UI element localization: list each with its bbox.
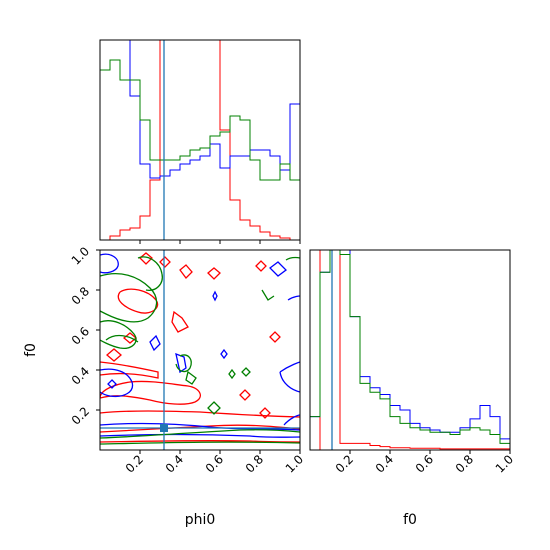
contour-y-tick-label-1: 0.4: [69, 364, 92, 387]
contour-blue-11: [269, 261, 287, 277]
f0-hist-series-0: [310, 249, 511, 451]
phi0-hist-series-1: [99, 39, 301, 240]
contour-green-1: [100, 429, 300, 439]
contour-series-red: [100, 252, 300, 443]
contour-red-3: [100, 439, 300, 443]
contour-blue-13: [149, 334, 161, 352]
contour-y-tick-label-4: 1.0: [69, 244, 92, 267]
contour-red-16: [255, 260, 267, 272]
contour-red-11: [269, 331, 281, 343]
contour-red-15: [159, 256, 171, 268]
contour-series-blue: [100, 253, 300, 438]
contour-blue-10: [220, 348, 228, 360]
contour-blue-3: [100, 433, 300, 438]
contour-red-10: [207, 267, 221, 280]
contour-blue-7: [287, 295, 300, 301]
contour-y-tick-label-2: 0.6: [69, 324, 92, 347]
contour-blue-4: [100, 253, 119, 274]
contour-red-13: [259, 407, 271, 419]
contour-x-tick-label-3: 0.8: [243, 452, 266, 475]
f0-hist-x-tick-label-4: 1.0: [493, 452, 516, 475]
contour-red-9: [179, 264, 193, 279]
contour-red-7: [106, 348, 122, 362]
contour-red-6: [117, 288, 159, 314]
contour-green-12: [185, 370, 197, 385]
contour-green-7: [285, 256, 300, 261]
contour-x-tick-label-1: 0.4: [163, 452, 186, 475]
f0-histogram-panel: 0.2 0.4 0.6 0.8 1.0: [309, 249, 516, 476]
contour-red-12: [239, 389, 251, 401]
f0-hist-x-tick-label-0: 0.2: [333, 452, 356, 475]
contour-green-10: [228, 368, 236, 380]
contour-x-tick-label-0: 0.2: [123, 452, 146, 475]
phi0-axis-label: phi0: [185, 512, 216, 528]
contour-red-14: [139, 252, 153, 265]
f0-hist-series-2: [309, 249, 511, 450]
f0-axis-label: f0: [403, 512, 417, 528]
phi0-f0-contour-panel: 0.2 0.4 0.6 0.8 1.0 0.2 0.4 0.6 0.8 1.0: [69, 244, 306, 475]
contour-green-11: [241, 367, 251, 377]
contour-green-4: [137, 256, 163, 291]
contour-frame: [99, 249, 301, 451]
contour-red-4: [100, 380, 201, 405]
contour-red-8: [171, 310, 189, 333]
contour-x-tick-label-4: 1.0: [283, 452, 306, 475]
f0-hist-x-tick-label-1: 0.4: [373, 452, 396, 475]
contour-green-2: [100, 441, 300, 445]
contour-blue-6: [283, 414, 300, 426]
phi0-histogram-panel: [99, 39, 301, 244]
contour-x-tick-label-2: 0.6: [203, 452, 226, 475]
contour-green-13: [207, 401, 221, 415]
contour-green-6: [105, 334, 139, 343]
contour-green-9: [175, 354, 192, 373]
phi0-hist-series-2: [99, 59, 301, 240]
contour-red-5: [100, 361, 159, 379]
truth-point-marker: [160, 424, 168, 432]
contour-green-5: [100, 320, 137, 349]
contour-blue-5: [279, 361, 300, 393]
phi0-hist-frame: [99, 39, 301, 241]
f0-hist-frame: [309, 249, 511, 451]
contour-green-8: [261, 289, 275, 301]
f0-y-axis-label: f0: [23, 343, 39, 357]
f0-hist-x-tick-label-2: 0.6: [413, 452, 436, 475]
contour-blue-2: [100, 422, 300, 431]
contour-blue-9: [212, 290, 218, 302]
contour-series-green: [100, 256, 300, 445]
contour-green-3: [100, 273, 158, 323]
contour-blue-12: [107, 379, 117, 389]
contour-red-1: [100, 410, 300, 418]
contour-blue-8: [175, 352, 187, 374]
contour-blue-1: [100, 368, 134, 398]
contour-y-tick-label-3: 0.8: [69, 284, 92, 307]
f0-hist-x-tick-label-3: 0.8: [453, 452, 476, 475]
contour-y-tick-label-0: 0.2: [69, 404, 92, 427]
contour-red-2: [100, 424, 300, 433]
